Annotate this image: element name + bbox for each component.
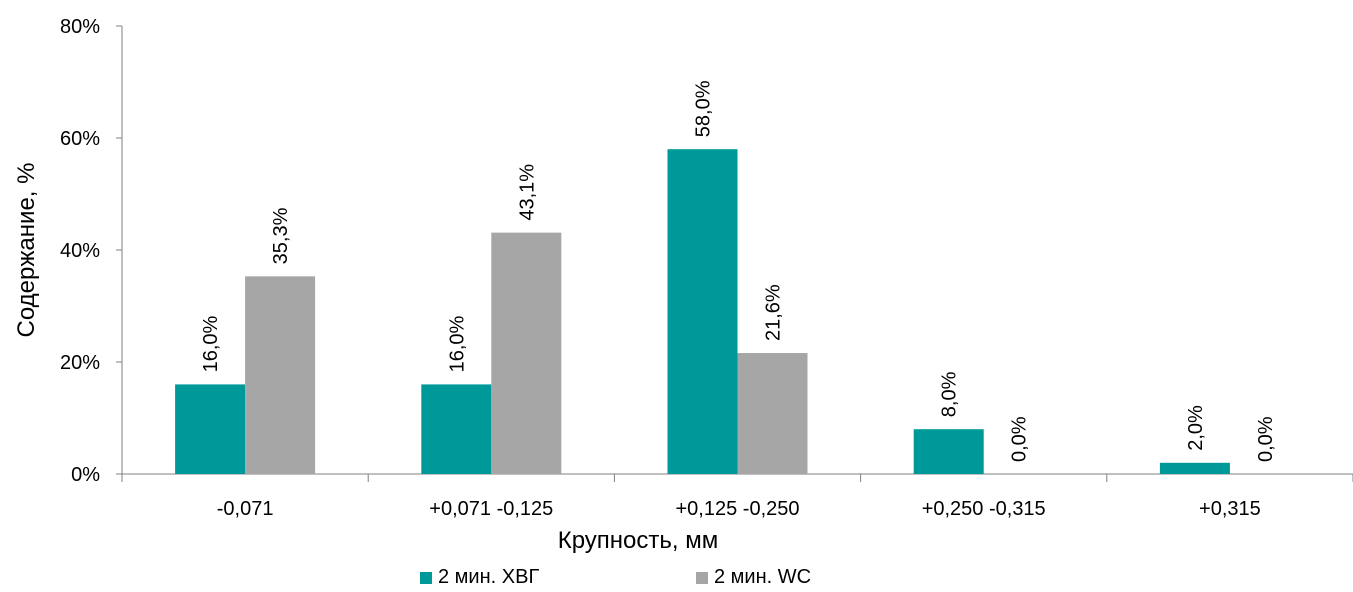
y-tick-label: 0% bbox=[71, 464, 100, 486]
data-label: 35,3% bbox=[270, 207, 292, 264]
data-label: 58,0% bbox=[693, 80, 715, 137]
data-label: 0,0% bbox=[1255, 416, 1277, 462]
data-label: 16,0% bbox=[200, 315, 222, 372]
bar bbox=[913, 429, 984, 474]
x-tick-label: +0,125 -0,250 bbox=[676, 498, 800, 520]
x-tick-label: +0,315 bbox=[1199, 498, 1261, 520]
bar bbox=[175, 384, 246, 474]
legend-item-series-1: 2 мин. ХВГ bbox=[420, 566, 539, 589]
legend-label-series-2: 2 мин. WC bbox=[714, 566, 812, 588]
x-tick-label: +0,071 -0,125 bbox=[429, 498, 553, 520]
bar bbox=[245, 276, 316, 474]
data-label: 8,0% bbox=[939, 371, 961, 417]
x-tick-label: -0,071 bbox=[217, 498, 274, 520]
x-tick-label: +0,250 -0,315 bbox=[922, 498, 1046, 520]
bar bbox=[491, 232, 562, 474]
bar bbox=[737, 353, 808, 474]
ticks: 0% 20% 40% 60% 80% -0,071 +0,071 -0,125 +0,125 … bbox=[60, 16, 1353, 520]
y-tick-label: 20% bbox=[60, 352, 100, 374]
data-label: 2,0% bbox=[1185, 405, 1207, 451]
bar bbox=[421, 384, 492, 474]
y-tick-label: 40% bbox=[60, 240, 100, 262]
legend-item-series-2: 2 мин. WC bbox=[696, 566, 811, 589]
legend-swatch-series-1 bbox=[420, 571, 432, 584]
x-axis-title: Крупность, мм bbox=[558, 527, 719, 554]
bar bbox=[1159, 462, 1230, 474]
legend: 2 мин. ХВГ 2 мин. WC bbox=[0, 566, 1353, 590]
data-label: 0,0% bbox=[1009, 416, 1031, 462]
data-label: 21,6% bbox=[763, 284, 785, 341]
legend-label-series-1: 2 мин. ХВГ bbox=[438, 566, 540, 588]
y-axis-title: Содержание, % bbox=[13, 163, 40, 338]
y-tick-label: 60% bbox=[60, 128, 100, 150]
bar bbox=[667, 149, 738, 474]
bars bbox=[175, 149, 1230, 474]
data-labels: 16,0% 16,0% 58,0% 8,0% 2,0% 35,3% 43,1% 21,6% 0,… bbox=[200, 80, 1277, 462]
data-label: 16,0% bbox=[446, 315, 468, 372]
legend-swatch-series-2 bbox=[696, 571, 708, 584]
data-label: 43,1% bbox=[516, 164, 538, 221]
y-tick-label: 80% bbox=[60, 16, 100, 38]
